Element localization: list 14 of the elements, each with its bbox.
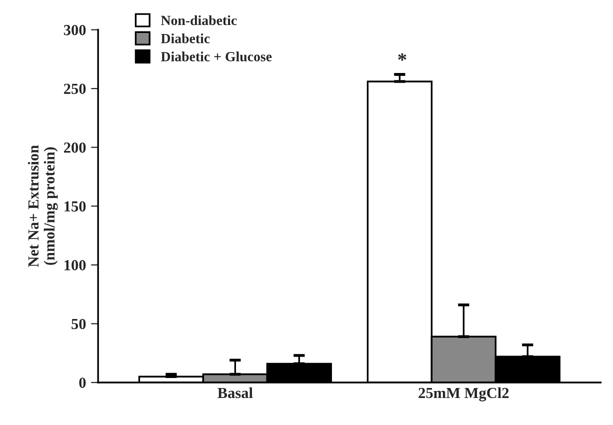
legend-label: Diabetic + Glucose xyxy=(160,52,272,62)
legend-label: Diabetic xyxy=(160,33,210,44)
annotation: * xyxy=(398,53,406,61)
y-tick-label: 0 xyxy=(79,378,86,388)
x-tick-label: Basal xyxy=(218,387,253,398)
y-tick-label: 300 xyxy=(64,24,86,36)
y-tick-label: 100 xyxy=(64,260,86,270)
y-tick-label: 50 xyxy=(72,318,86,330)
y-tick-label: 200 xyxy=(64,142,86,153)
legend-label: Non-diabetic xyxy=(160,15,237,26)
y-tick-label: 150 xyxy=(64,201,86,212)
y-axis-title: Net Na+ Extrusion (nmol/mg protein) xyxy=(28,145,58,268)
y-tick-label: 250 xyxy=(64,84,86,94)
x-tick-label: 25mM MgCl2 xyxy=(418,387,509,402)
